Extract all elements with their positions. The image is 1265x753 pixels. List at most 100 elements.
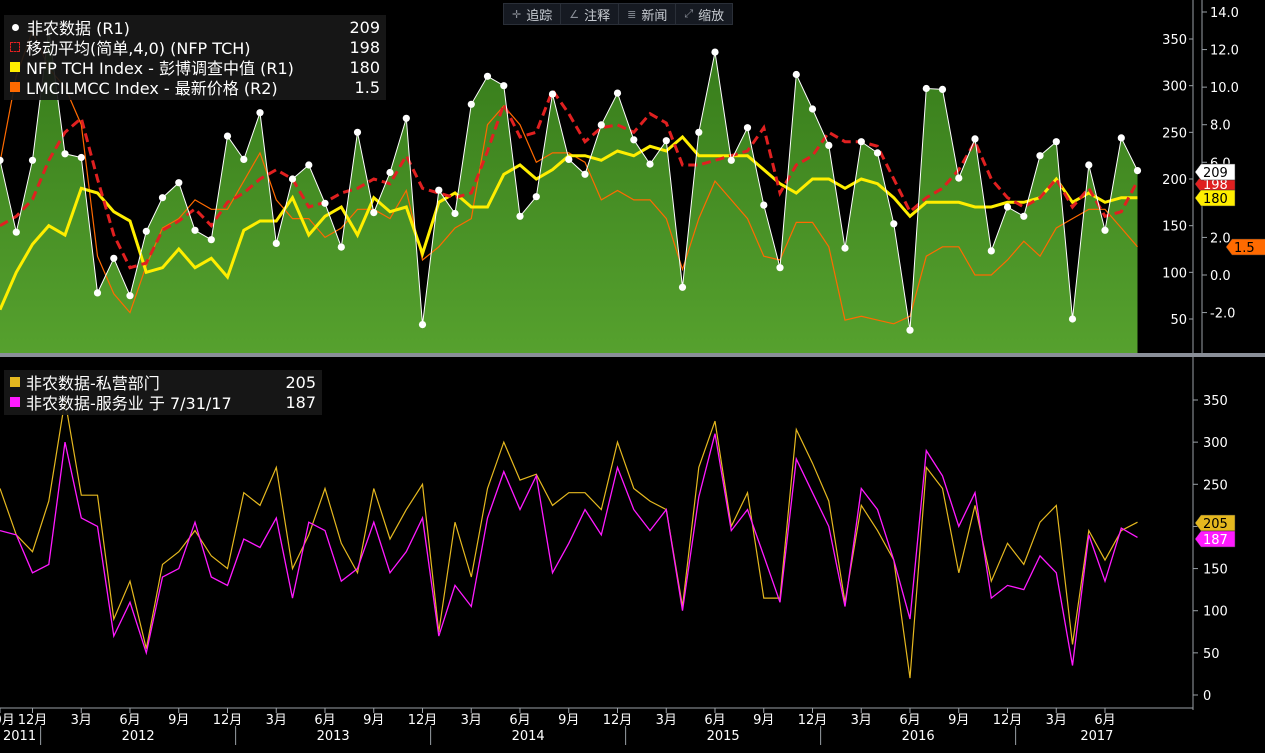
legend-value: 205 xyxy=(285,372,316,392)
data-point xyxy=(597,121,605,129)
tick-label: 150 xyxy=(1203,563,1228,578)
data-point xyxy=(1003,203,1012,211)
month-label: 12月 xyxy=(603,713,633,728)
legend-bottom: 非农数据-私营部门 205 非农数据-服务业 于 7/31/17 187 xyxy=(4,370,322,415)
data-point xyxy=(613,89,622,97)
legend-value: 209 xyxy=(349,17,380,37)
month-label: 9月 xyxy=(558,713,579,728)
data-point xyxy=(581,170,589,178)
data-point xyxy=(646,160,654,168)
zoom-button[interactable]: ⤢ 缩放 xyxy=(676,4,732,24)
dashed-square-icon xyxy=(10,42,20,52)
tick-label: 0.0 xyxy=(1210,269,1231,284)
lmci-value-tag xyxy=(1225,238,1265,256)
annotate-button[interactable]: ∠ 注释 xyxy=(561,4,620,24)
data-point xyxy=(1020,212,1028,220)
nfp-value-tag xyxy=(1194,163,1236,181)
data-point xyxy=(370,209,378,217)
bottom-panel xyxy=(0,399,1138,679)
data-point xyxy=(1085,161,1093,169)
data-point xyxy=(938,85,947,93)
data-point xyxy=(272,239,280,247)
data-point xyxy=(142,227,150,235)
tick-label: 14.0 xyxy=(1210,6,1239,21)
legend-label: 非农数据 (R1) xyxy=(27,19,130,38)
legend-item-survey[interactable]: NFP TCH Index - 彭博调查中值 (R1) 180 xyxy=(10,57,380,78)
data-point xyxy=(93,289,102,297)
track-label: 追踪 xyxy=(526,8,553,24)
legend-label: LMCILMCC Index - 最新价格 (R2) xyxy=(26,79,278,98)
legend-value: 1.5 xyxy=(354,77,380,97)
data-point xyxy=(126,292,134,300)
month-label: 9月 xyxy=(753,713,774,728)
legend-item-lmci[interactable]: LMCILMCC Index - 最新价格 (R2) 1.5 xyxy=(10,77,380,98)
legend-label: NFP TCH Index - 彭博调查中值 (R1) xyxy=(26,59,294,78)
month-label: 3月 xyxy=(266,713,287,728)
month-label: 3月 xyxy=(656,713,677,728)
data-point xyxy=(808,105,817,113)
data-point xyxy=(435,186,443,194)
data-point xyxy=(792,70,800,79)
data-point xyxy=(28,156,37,164)
chart-toolbar: ✛ 追踪 ∠ 注释 ≣ 新闻 ⤢ 缩放 xyxy=(503,3,734,25)
magenta-square-icon xyxy=(10,397,20,407)
month-label: 3月 xyxy=(851,713,872,728)
dot-icon xyxy=(12,23,19,31)
legend-item-services[interactable]: 非农数据-服务业 于 7/31/17 187 xyxy=(10,392,316,413)
tick-label: 250 xyxy=(1203,478,1228,493)
tick-label: 250 xyxy=(1162,126,1187,141)
month-label: 6月 xyxy=(1094,713,1115,728)
data-point xyxy=(532,193,540,201)
services-value-tag-label: 187 xyxy=(1203,533,1228,548)
tick-label: 100 xyxy=(1162,266,1187,281)
data-point xyxy=(565,155,573,163)
month-label: 12月 xyxy=(993,713,1023,728)
data-point xyxy=(922,84,930,93)
data-point xyxy=(386,168,394,177)
data-point xyxy=(337,243,345,251)
year-label: 2013 xyxy=(317,729,350,744)
year-label: 2017 xyxy=(1080,729,1113,744)
month-label: 6月 xyxy=(314,713,335,728)
data-point xyxy=(61,150,69,158)
data-point xyxy=(906,326,914,334)
crosshair-icon: ✛ xyxy=(512,7,522,21)
data-point xyxy=(662,137,670,145)
year-label: 2016 xyxy=(902,729,935,744)
legend-top: 非农数据 (R1) 209 移动平均(简单,4,0) (NFP TCH) 198 N… xyxy=(4,15,386,100)
top-panel xyxy=(0,26,1142,353)
year-label: 2012 xyxy=(122,729,155,744)
year-label: 2011 xyxy=(3,729,36,744)
data-point xyxy=(743,124,752,132)
data-point xyxy=(256,109,264,117)
legend-value: 180 xyxy=(349,57,380,77)
tick-label: 200 xyxy=(1162,173,1187,188)
tick-label: 8.0 xyxy=(1210,119,1231,134)
track-button[interactable]: ✛ 追踪 xyxy=(504,4,562,24)
tick-label: 0 xyxy=(1203,689,1211,704)
month-label: 9月 xyxy=(168,713,189,728)
tick-label: 300 xyxy=(1203,436,1228,451)
legend-item-private[interactable]: 非农数据-私营部门 205 xyxy=(10,372,316,393)
data-point xyxy=(825,141,833,149)
data-point xyxy=(77,153,85,162)
tick-label: 2.0 xyxy=(1210,231,1231,246)
legend-item-ma[interactable]: 移动平均(简单,4,0) (NFP TCH) 198 xyxy=(10,37,380,58)
legend-item-nfp[interactable]: 非农数据 (R1) 209 xyxy=(10,17,380,38)
month-label: 12月 xyxy=(798,713,828,728)
data-point xyxy=(1117,134,1125,142)
data-point xyxy=(1068,315,1077,323)
pencil-icon: ∠ xyxy=(569,7,580,21)
month-label: 12月 xyxy=(18,713,48,728)
tick-label: 300 xyxy=(1162,80,1187,95)
data-point xyxy=(841,244,849,252)
data-point xyxy=(175,179,183,187)
data-point xyxy=(548,90,557,98)
news-button[interactable]: ≣ 新闻 xyxy=(619,4,677,24)
data-point xyxy=(451,209,459,218)
data-point xyxy=(695,128,703,136)
series-line-private xyxy=(0,399,1138,679)
private-value-tag-label: 205 xyxy=(1203,517,1228,532)
tick-label: 10.0 xyxy=(1210,81,1239,96)
